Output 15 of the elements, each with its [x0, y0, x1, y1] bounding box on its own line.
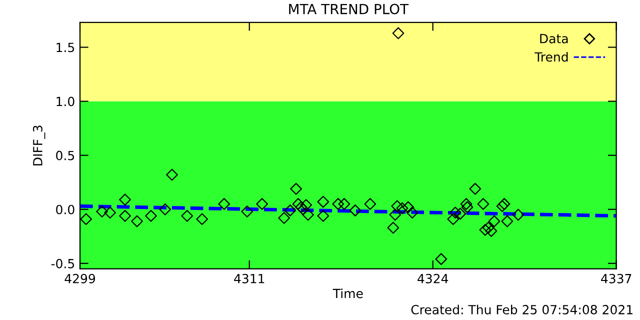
- chart-title: MTA TREND PLOT: [289, 4, 409, 14]
- x-tick-label: 4337: [601, 274, 632, 284]
- x-tick-label: 4324: [418, 274, 448, 284]
- y-tick-label: -0.5: [51, 258, 74, 268]
- x-tick-label: 4311: [234, 274, 264, 284]
- y-tick-label: 0.5: [56, 150, 74, 160]
- legend-label: Data: [540, 34, 568, 44]
- text: Created: Thu Feb 25 07:54:08 2021: [411, 304, 632, 314]
- x-axis-title: Time: [332, 288, 363, 298]
- y-axis-title: DIFF_3: [32, 126, 46, 166]
- y-tick-label: 1.5: [56, 42, 74, 52]
- x-tick-label: 4299: [64, 274, 96, 284]
- y-tick-label: 0.0: [56, 204, 74, 214]
- y-tick-label: 1.0: [56, 96, 74, 106]
- legend-label: Trend: [534, 52, 568, 62]
